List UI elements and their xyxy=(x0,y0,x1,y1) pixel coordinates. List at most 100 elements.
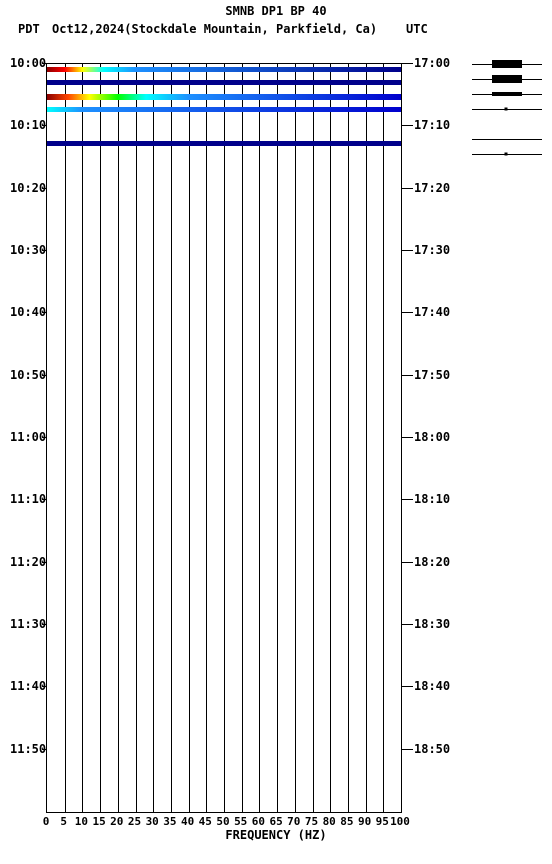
gridline-vertical xyxy=(206,64,207,812)
gridline-vertical xyxy=(313,64,314,812)
y-left-tick-mark xyxy=(42,437,47,438)
gridline-vertical xyxy=(383,64,384,812)
y-right-tick-label: 18:40 xyxy=(414,679,450,693)
y-right-tick-mark xyxy=(401,63,413,64)
y-right-tick-mark xyxy=(401,499,413,500)
x-tick-label: 40 xyxy=(181,815,194,828)
y-left-tick-label: 10:20 xyxy=(10,181,46,195)
date-label: Oct12,2024(Stockdale Mountain, Parkfield… xyxy=(52,22,377,36)
x-tick-label: 65 xyxy=(269,815,282,828)
y-left-tick-mark xyxy=(42,375,47,376)
x-axis-title: FREQUENCY (HZ) xyxy=(0,828,552,842)
y-left-tick-mark xyxy=(42,499,47,500)
y-left-tick-mark xyxy=(42,63,47,64)
x-tick-label: 10 xyxy=(75,815,88,828)
y-left-tick-label: 11:50 xyxy=(10,742,46,756)
gridline-vertical xyxy=(82,64,83,812)
y-left-tick-label: 10:40 xyxy=(10,305,46,319)
y-left-tick-label: 10:30 xyxy=(10,243,46,257)
y-right-tick-mark xyxy=(401,749,413,750)
gridline-vertical xyxy=(65,64,66,812)
x-tick-label: 95 xyxy=(376,815,389,828)
x-tick-label: 70 xyxy=(287,815,300,828)
y-left-tick-mark xyxy=(42,312,47,313)
y-right-tick-label: 18:10 xyxy=(414,492,450,506)
y-right-tick-mark xyxy=(401,437,413,438)
spectral-trace xyxy=(47,141,401,146)
legend-line xyxy=(472,139,542,140)
spectral-trace xyxy=(47,80,401,85)
gridline-vertical xyxy=(100,64,101,812)
y-right-tick-label: 17:50 xyxy=(414,368,450,382)
gridline-vertical xyxy=(259,64,260,812)
gridline-vertical xyxy=(171,64,172,812)
y-right-tick-label: 17:00 xyxy=(414,56,450,70)
tz-right-label: UTC xyxy=(406,22,428,36)
spectrogram-plot xyxy=(46,63,402,813)
x-tick-label: 5 xyxy=(60,815,67,828)
x-tick-label: 85 xyxy=(340,815,353,828)
y-left-tick-mark xyxy=(42,686,47,687)
y-right-tick-mark xyxy=(401,624,413,625)
legend-dot xyxy=(505,153,508,156)
y-right-tick-mark xyxy=(401,375,413,376)
spectral-trace xyxy=(47,107,401,112)
y-left-tick-mark xyxy=(42,624,47,625)
tz-left-label: PDT xyxy=(18,22,40,36)
legend-bar xyxy=(492,75,522,83)
gridline-vertical xyxy=(224,64,225,812)
x-tick-label: 20 xyxy=(110,815,123,828)
x-tick-label: 30 xyxy=(146,815,159,828)
y-left-tick-mark xyxy=(42,188,47,189)
y-right-tick-label: 18:00 xyxy=(414,430,450,444)
y-right-tick-mark xyxy=(401,562,413,563)
y-right-tick-mark xyxy=(401,188,413,189)
gridline-vertical xyxy=(189,64,190,812)
gridline-vertical xyxy=(136,64,137,812)
y-left-tick-mark xyxy=(42,125,47,126)
y-left-tick-mark xyxy=(42,250,47,251)
x-tick-label: 45 xyxy=(199,815,212,828)
x-tick-label: 80 xyxy=(323,815,336,828)
y-right-tick-label: 18:20 xyxy=(414,555,450,569)
y-right-tick-mark xyxy=(401,686,413,687)
y-left-tick-mark xyxy=(42,562,47,563)
legend-item xyxy=(472,133,542,145)
gridline-vertical xyxy=(277,64,278,812)
gridline-vertical xyxy=(242,64,243,812)
y-right-tick-label: 18:30 xyxy=(414,617,450,631)
y-left-tick-label: 10:10 xyxy=(10,118,46,132)
y-right-tick-mark xyxy=(401,250,413,251)
gridline-vertical xyxy=(330,64,331,812)
y-right-tick-mark xyxy=(401,125,413,126)
y-right-tick-mark xyxy=(401,312,413,313)
y-left-tick-label: 11:10 xyxy=(10,492,46,506)
x-tick-label: 90 xyxy=(358,815,371,828)
y-right-tick-label: 17:20 xyxy=(414,181,450,195)
gridline-vertical xyxy=(118,64,119,812)
x-tick-label: 25 xyxy=(128,815,141,828)
x-tick-label: 55 xyxy=(234,815,247,828)
legend-box xyxy=(472,58,542,163)
legend-item xyxy=(472,103,542,115)
gridline-vertical xyxy=(295,64,296,812)
chart-title: SMNB DP1 BP 40 xyxy=(0,4,552,18)
spectral-trace xyxy=(47,67,401,72)
legend-item xyxy=(472,73,542,85)
y-left-tick-label: 11:00 xyxy=(10,430,46,444)
legend-bar xyxy=(492,60,522,68)
x-tick-label: 35 xyxy=(163,815,176,828)
y-right-tick-label: 17:30 xyxy=(414,243,450,257)
x-tick-label: 50 xyxy=(216,815,229,828)
gridline-vertical xyxy=(153,64,154,812)
x-tick-label: 100 xyxy=(390,815,410,828)
y-left-tick-label: 11:30 xyxy=(10,617,46,631)
spectral-trace xyxy=(47,94,401,100)
x-tick-label: 0 xyxy=(43,815,50,828)
y-left-tick-mark xyxy=(42,749,47,750)
y-left-tick-label: 10:00 xyxy=(10,56,46,70)
gridline-vertical xyxy=(348,64,349,812)
y-left-tick-label: 10:50 xyxy=(10,368,46,382)
legend-bar xyxy=(492,92,522,96)
legend-item xyxy=(472,88,542,100)
